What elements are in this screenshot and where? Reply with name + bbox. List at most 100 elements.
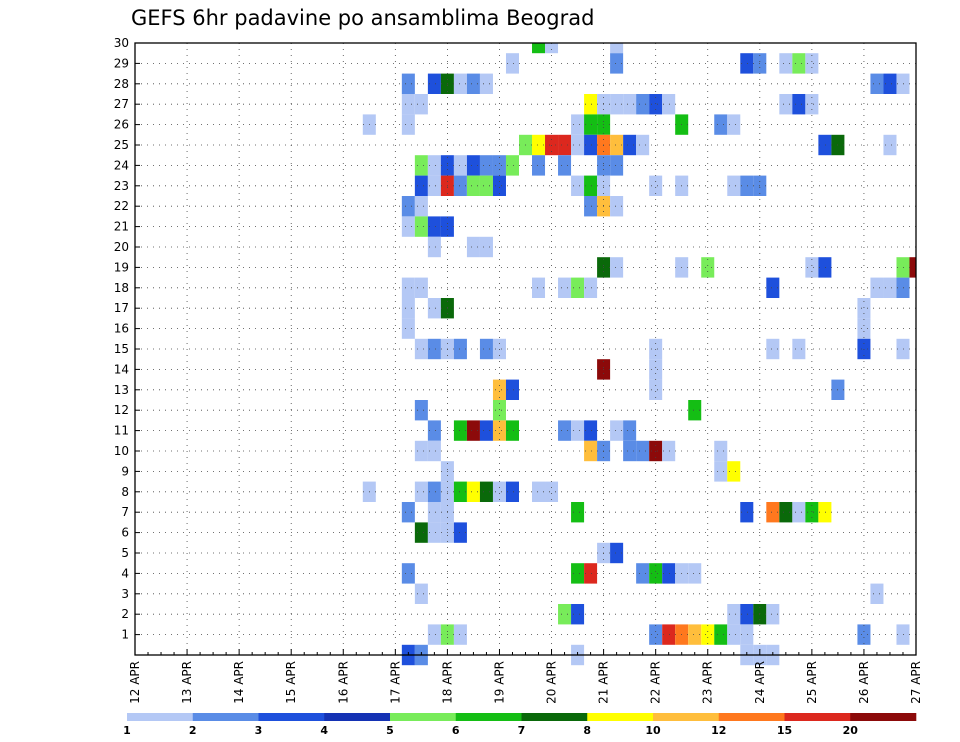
precip-cell [740, 502, 754, 523]
precip-cell [414, 155, 428, 176]
precip-cell [427, 338, 441, 360]
precip-cell [610, 542, 624, 564]
y-tick-label: 10 [114, 444, 129, 458]
precip-cell [558, 420, 572, 441]
precip-cell [401, 73, 415, 94]
colorbar-segment [718, 713, 785, 721]
y-tick-label: 30 [114, 36, 129, 50]
precip-cell [636, 563, 650, 584]
y-tick-label: 13 [114, 383, 129, 397]
y-tick-label: 8 [121, 485, 129, 499]
precip-cell [453, 338, 467, 360]
precip-cell [401, 94, 415, 115]
precip-cell [532, 134, 546, 156]
precip-cell [857, 298, 871, 319]
x-tick-label: 23 APR [701, 661, 715, 704]
precip-cell [558, 155, 572, 176]
precip-cell [792, 94, 806, 115]
precip-cell [505, 155, 519, 176]
colorbar-label: 3 [255, 724, 263, 737]
precip-cell [584, 114, 598, 135]
grid-lines [135, 42, 916, 655]
precip-cell [571, 277, 585, 298]
precip-cell [714, 461, 728, 482]
precip-cell [427, 420, 441, 441]
precip-cell [610, 134, 624, 156]
precip-cell [662, 94, 676, 115]
precip-cell [766, 277, 780, 298]
precip-cell [818, 502, 832, 523]
x-tick-label: 16 APR [336, 661, 350, 704]
precip-cell [453, 155, 467, 176]
precip-cell [584, 420, 598, 441]
precip-cell [636, 94, 650, 115]
precip-cell [584, 175, 598, 196]
precip-cell [532, 481, 546, 502]
precip-cell [532, 43, 546, 54]
precip-cell [532, 277, 546, 298]
precip-cell [479, 155, 493, 176]
precip-cell [649, 94, 663, 115]
precip-cell [505, 379, 519, 400]
precip-cell [571, 604, 585, 625]
precip-cell [427, 502, 441, 523]
precip-cell [701, 257, 715, 278]
colorbar-label: 20 [843, 724, 859, 737]
precip-cell [662, 624, 676, 645]
precip-cell [766, 338, 780, 360]
precip-cell [662, 440, 676, 462]
precip-cell [584, 563, 598, 584]
precip-cell [610, 155, 624, 176]
precip-cell [532, 155, 546, 176]
precip-cell [414, 94, 428, 115]
precip-cell [688, 563, 702, 584]
precip-cell [479, 481, 493, 502]
precip-cell [492, 155, 506, 176]
x-tick-label: 12 APR [128, 661, 142, 704]
precip-cell [584, 277, 598, 298]
precip-cell [479, 175, 493, 196]
precip-cell [688, 400, 702, 421]
precip-cell [649, 563, 663, 584]
colorbar-label: 2 [189, 724, 197, 737]
precip-cell [427, 216, 441, 237]
precip-cell [584, 134, 598, 156]
precip-cell [610, 196, 624, 217]
precip-cell [883, 73, 897, 94]
precip-cell [649, 624, 663, 645]
y-tick-label: 27 [114, 97, 129, 111]
colorbar-label: 4 [320, 724, 328, 737]
precip-cell [779, 502, 793, 523]
precip-cell [427, 481, 441, 502]
precip-cell [466, 481, 480, 502]
precip-cell [896, 624, 910, 645]
precip-cell [740, 624, 754, 645]
precip-cell [401, 502, 415, 523]
precip-cell [466, 175, 480, 196]
precip-cell [740, 175, 754, 196]
precip-cell [727, 175, 741, 196]
precip-cell [610, 43, 624, 54]
y-tick-label: 19 [114, 260, 129, 274]
precip-cell [792, 338, 806, 360]
y-tick-label: 24 [114, 158, 129, 172]
y-tick-label: 21 [114, 220, 129, 234]
colorbar-segment [784, 713, 851, 721]
y-tick-label: 7 [121, 505, 129, 519]
precip-cell [414, 338, 428, 360]
x-tick-label: 17 APR [388, 661, 402, 704]
precip-cell [492, 175, 506, 196]
precip-cell [805, 94, 819, 115]
precip-cell [401, 216, 415, 237]
precip-cell [545, 43, 559, 54]
precip-cell [505, 420, 519, 441]
precip-cell [479, 420, 493, 441]
y-tick-label: 3 [121, 587, 129, 601]
precip-cell [427, 440, 441, 462]
precip-cell [427, 298, 441, 319]
precip-cell [610, 257, 624, 278]
precip-cell [492, 481, 506, 502]
precip-cell [571, 134, 585, 156]
precip-cell [857, 318, 871, 339]
